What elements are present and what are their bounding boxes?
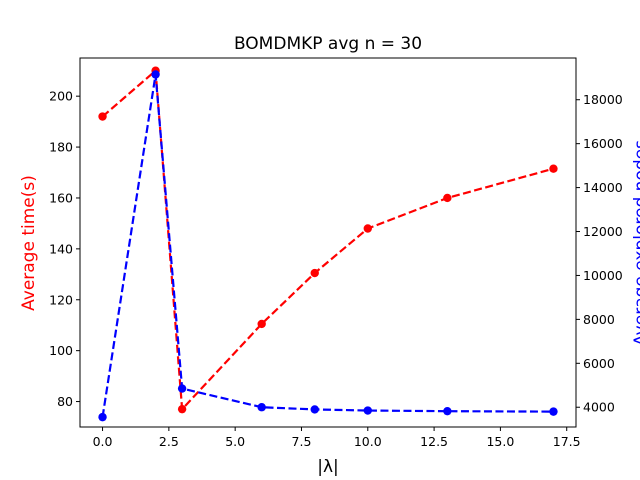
y-right-tick-label: 8000 (583, 312, 615, 327)
y-right-tick-label: 4000 (583, 400, 615, 415)
y-left-tick-label: 160 (49, 190, 73, 205)
series-line-1 (101, 68, 554, 412)
y-right-tick-label: 12000 (583, 224, 623, 239)
series-1-point (549, 164, 558, 173)
x-tick-label: 15.0 (486, 434, 514, 449)
y-left-tick-label: 180 (49, 140, 73, 155)
plot-area (98, 66, 558, 422)
x-tick-label: 5.0 (225, 434, 245, 449)
y-left-tick-label: 80 (57, 394, 73, 409)
series-2-point (363, 406, 372, 415)
y-right-tick-label: 16000 (583, 136, 623, 151)
series-2-point (98, 412, 107, 422)
y-right-tick-label: 14000 (583, 180, 623, 195)
series-1-point (177, 404, 187, 414)
y-axis-left-label: Average time(s) (19, 175, 39, 311)
series-1-point (443, 193, 452, 203)
x-tick-label: 0.0 (93, 434, 113, 449)
x-tick-label: 17.5 (553, 434, 581, 449)
plot-frame (79, 57, 577, 428)
series-2-point (443, 406, 452, 416)
series-2-point (177, 384, 187, 393)
series-1-point (98, 112, 107, 121)
x-tick-label: 7.5 (292, 434, 312, 449)
y-left-tick-label: 120 (49, 292, 73, 307)
chart-title: BOMDMKP avg n = 30 (234, 34, 422, 54)
y-left-tick-label: 100 (49, 343, 73, 358)
y-right-tick-label: 6000 (583, 356, 615, 371)
y-right-tick-label: 10000 (583, 268, 623, 283)
series-2-point (310, 405, 319, 414)
y-axis-right-label: Average explored nodes (631, 140, 640, 346)
series-1-point (310, 268, 319, 278)
y-left-tick-label: 140 (49, 241, 73, 256)
axes: 0.0 2.5 5.0 7.5 10.0 12.5 15.0 17.5 80 100 120 140 1… (49, 57, 623, 449)
y-right-tick-label: 18000 (583, 92, 623, 107)
x-tick-label: 2.5 (159, 434, 179, 449)
series-2-point (549, 407, 558, 416)
y-left-tick-label: 200 (49, 89, 73, 104)
series-2-point (257, 403, 266, 412)
x-tick-label: 10.0 (354, 434, 382, 449)
x-axis-label: |λ| (317, 457, 339, 477)
x-tick-label: 12.5 (420, 434, 448, 449)
series-line-2 (101, 74, 554, 418)
series-1-point (257, 319, 266, 329)
series-1-point (363, 224, 372, 233)
series-2-point (151, 70, 160, 79)
